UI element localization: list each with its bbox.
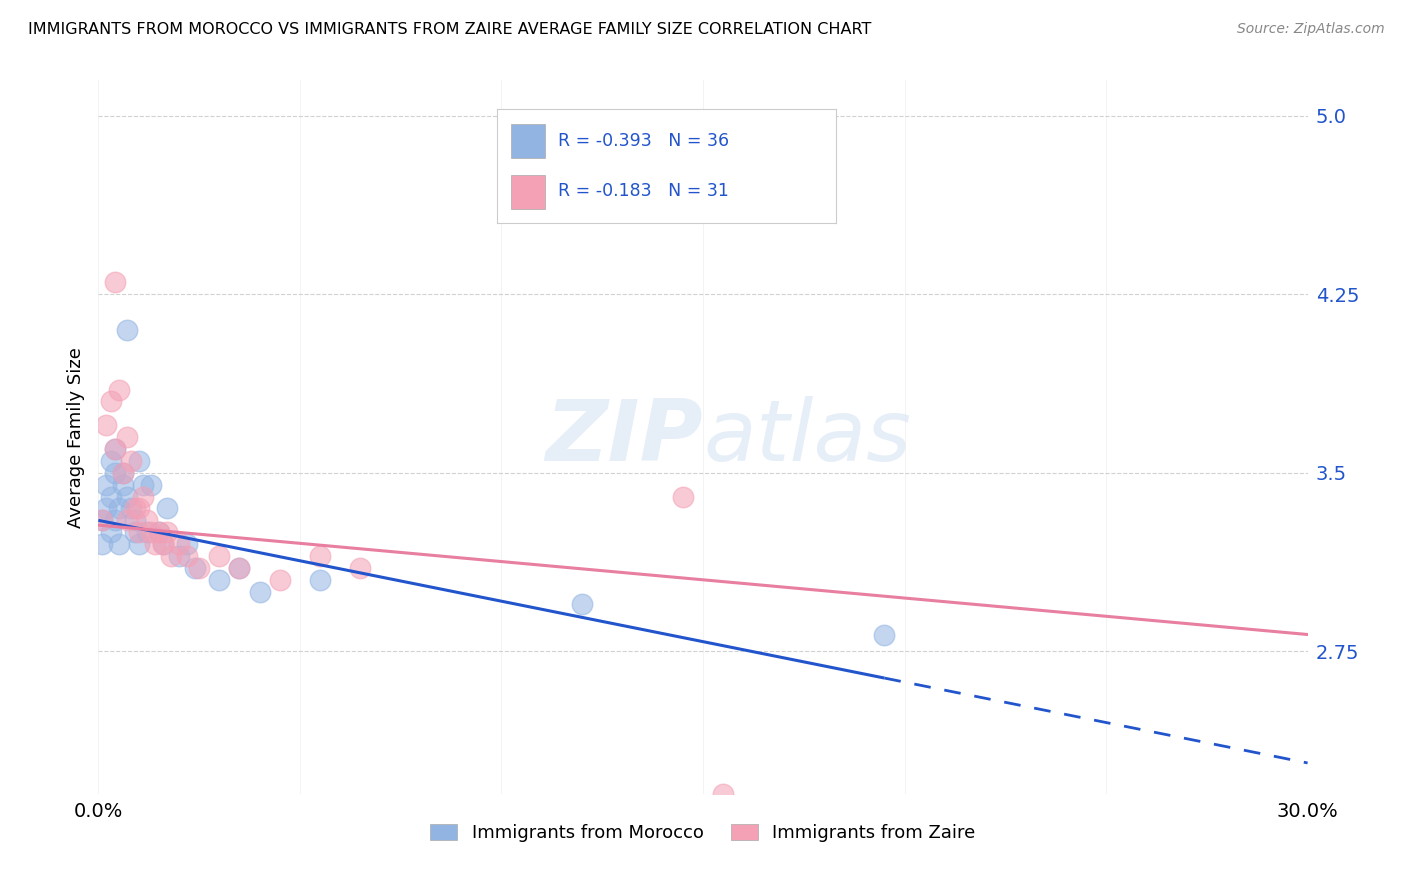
Point [115,490,138,504]
Point [135,513,157,527]
Point [111,466,134,480]
Text: IMMIGRANTS FROM MOROCCO VS IMMIGRANTS FROM ZAIRE AVERAGE FAMILY SIZE CORRELATION: IMMIGRANTS FROM MOROCCO VS IMMIGRANTS FR… [28,22,872,37]
Point [208,573,231,587]
Point [152,537,174,551]
Point [139,477,162,491]
Point [107,501,129,516]
Point [132,477,155,491]
Text: Source: ZipAtlas.com: Source: ZipAtlas.com [1237,22,1385,37]
Point [100,525,122,540]
Point [143,537,166,551]
Point [111,477,134,491]
Point [148,525,170,540]
Point [124,513,146,527]
Text: atlas: atlas [703,395,911,479]
Point [184,561,207,575]
Point [128,525,150,540]
Point [128,501,150,516]
Point [711,787,734,801]
Point [188,561,211,575]
Point [152,537,174,551]
Point [176,537,198,551]
Point [132,490,155,504]
Point [100,490,122,504]
Point [115,430,138,444]
Point [91,513,114,527]
Point [139,525,162,540]
Point [115,323,138,337]
Point [176,549,198,563]
Point [249,584,271,599]
Point [107,383,129,397]
Point [124,525,146,540]
Point [309,549,332,563]
Point [103,276,125,290]
Point [208,549,231,563]
Point [100,394,122,409]
Point [160,549,183,563]
Point [96,501,118,516]
Point [120,501,142,516]
Point [91,537,114,551]
Point [103,442,125,456]
Point [672,490,695,504]
Point [111,466,134,480]
Point [103,466,125,480]
Point [167,537,190,551]
Point [96,477,118,491]
Point [873,627,896,641]
Point [96,418,118,433]
Point [269,573,291,587]
Point [228,561,250,575]
Point [156,525,179,540]
Legend: Immigrants from Morocco, Immigrants from Zaire: Immigrants from Morocco, Immigrants from… [423,816,983,849]
Point [100,454,122,468]
Point [103,442,125,456]
Y-axis label: Average Family Size: Average Family Size [66,347,84,527]
Point [124,501,146,516]
Point [167,549,190,563]
Point [128,454,150,468]
Point [103,513,125,527]
Point [115,513,138,527]
Point [156,501,179,516]
Point [120,454,142,468]
Point [107,537,129,551]
Point [571,597,593,611]
Point [349,561,371,575]
Point [91,513,114,527]
Point [135,525,157,540]
Point [128,537,150,551]
Text: ZIP: ZIP [546,395,703,479]
Point [228,561,250,575]
Point [309,573,332,587]
Point [148,525,170,540]
